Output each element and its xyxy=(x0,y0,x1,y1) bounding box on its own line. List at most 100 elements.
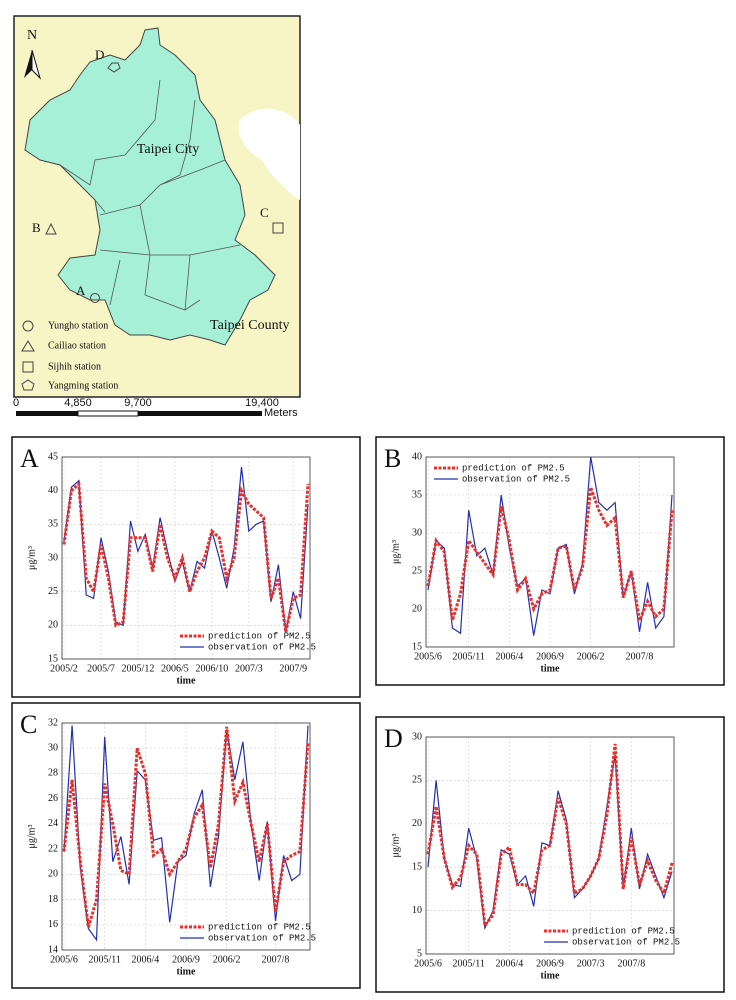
legend-label: Sijhih station xyxy=(48,361,101,372)
legend-symbol xyxy=(22,320,34,332)
y-tick-label: 32 xyxy=(48,717,58,728)
y-tick-label: 30 xyxy=(48,552,58,563)
taipei-city xyxy=(24,27,276,346)
y-tick-label: 30 xyxy=(412,527,422,538)
x-tick-label: 2006/2 xyxy=(577,651,605,662)
scale-label: 9,700 xyxy=(124,397,152,409)
plot-frame xyxy=(61,722,311,951)
site-symbol xyxy=(272,222,284,234)
y-tick-label: 15 xyxy=(412,641,422,652)
panel-label: C xyxy=(20,710,37,739)
sea xyxy=(238,108,300,200)
y-tick-label: 40 xyxy=(412,451,422,462)
x-axis-label: time xyxy=(177,675,196,686)
y-tick-label: 24 xyxy=(48,818,58,829)
scale-label: 4,850 xyxy=(64,397,92,409)
x-tick-label: 2006/5 xyxy=(161,663,189,674)
legend-label: Yangming station xyxy=(48,380,118,391)
legend-label: prediction of PM2.5 xyxy=(208,631,311,641)
y-tick-label: 20 xyxy=(412,818,422,829)
y-tick-label: 5 xyxy=(417,948,422,959)
x-tick-label: 2006/9 xyxy=(172,954,200,965)
x-tick-label: 2005/6 xyxy=(50,954,78,965)
x-tick-label: 2007/8 xyxy=(626,651,654,662)
legend-label: prediction of PM2.5 xyxy=(462,463,565,473)
x-tick-label: 2005/6 xyxy=(414,651,442,662)
y-tick-label: 25 xyxy=(412,565,422,576)
y-tick-label: 18 xyxy=(48,894,58,905)
x-tick-label: 2005/6 xyxy=(414,958,442,969)
site-symbol xyxy=(90,293,100,303)
y-tick-label: 40 xyxy=(48,485,58,496)
plot-frame xyxy=(425,736,675,955)
north-label: N xyxy=(27,28,37,43)
legend-label: prediction of PM2.5 xyxy=(208,922,311,932)
site-symbol xyxy=(107,62,121,73)
y-tick-label: 28 xyxy=(48,768,58,779)
y-tick-label: 15 xyxy=(412,861,422,872)
site-symbol xyxy=(45,222,57,235)
y-tick-label: 10 xyxy=(412,905,422,916)
district-borders xyxy=(59,79,241,311)
panel-label: A xyxy=(20,444,39,473)
x-tick-label: 2007/8 xyxy=(262,954,290,965)
series-line xyxy=(426,486,674,626)
y-tick-label: 30 xyxy=(412,731,422,742)
series-line xyxy=(62,480,310,633)
x-tick-label: 2006/2 xyxy=(213,954,241,965)
chart-panel: C 14 16 18 20 22 24 26 28 30 32 2005/6 2005/11 2006/4… xyxy=(11,702,361,989)
scale-unit: Meters xyxy=(264,407,298,419)
x-tick-label: 2007/8 xyxy=(617,958,645,969)
x-tick-label: 2006/4 xyxy=(131,954,159,965)
x-tick-label: 2007/3 xyxy=(577,958,605,969)
legend-label: Yungho station xyxy=(48,320,108,331)
series-line xyxy=(426,743,674,930)
x-axis-label: time xyxy=(541,970,560,981)
x-tick-label: 2005/12 xyxy=(122,663,155,674)
y-tick-label: 20 xyxy=(48,620,58,631)
x-axis-label: time xyxy=(541,663,560,674)
x-tick-label: 2006/10 xyxy=(195,663,228,674)
y-tick-label: 25 xyxy=(412,775,422,786)
x-tick-label: 2006/9 xyxy=(536,651,564,662)
y-axis-label: μg/m³ xyxy=(390,540,401,564)
x-tick-label: 2005/11 xyxy=(452,958,484,969)
y-tick-label: 15 xyxy=(48,653,58,664)
series-line xyxy=(62,726,310,928)
chart-panel: A 15 20 25 30 35 40 45 2005/2 2005/7 2005/12 2006/5… xyxy=(11,436,361,698)
x-tick-label: 2005/7 xyxy=(87,663,115,674)
site-label: C xyxy=(260,205,269,220)
legend-symbol xyxy=(21,340,35,352)
plot-frame xyxy=(425,456,675,648)
legend-label: observation of PM2.5 xyxy=(208,642,316,652)
y-tick-label: 14 xyxy=(48,944,58,955)
chart-panel: B 15 20 25 30 35 40 2005/6 2005/11 2006/4 2006/9 20… xyxy=(375,436,725,686)
city-label: Taipei City xyxy=(137,142,199,157)
y-tick-label: 35 xyxy=(412,489,422,500)
legend-symbol xyxy=(21,379,35,391)
scale-bar: 0 4,850 9,700 19,400 Meters xyxy=(13,397,298,419)
panel-label: B xyxy=(384,444,401,473)
site-label: D xyxy=(95,47,104,62)
y-tick-label: 26 xyxy=(48,793,58,804)
y-tick-label: 20 xyxy=(48,869,58,880)
y-tick-label: 20 xyxy=(412,603,422,614)
x-axis-label: time xyxy=(177,966,196,977)
legend-label: prediction of PM2.5 xyxy=(572,926,675,936)
y-tick-label: 16 xyxy=(48,919,58,930)
chart-panel: D 5 10 15 20 25 30 2005/6 2005/11 2006/4 2006/9 200… xyxy=(375,716,725,993)
y-axis-label: μg/m³ xyxy=(390,834,401,858)
y-tick-label: 30 xyxy=(48,743,58,754)
x-tick-label: 2007/9 xyxy=(279,663,307,674)
x-tick-label: 2006/4 xyxy=(495,958,523,969)
legend-label: Cailiao station xyxy=(48,340,106,351)
scale-label: 19,400 xyxy=(245,397,279,409)
county-label: Taipei County xyxy=(210,318,290,333)
y-tick-label: 22 xyxy=(48,843,58,854)
y-axis-label: μg/m³ xyxy=(26,546,37,570)
map: N D Taipei City B C A Taipei County Yung… xyxy=(13,15,301,419)
legend-label: observation of PM2.5 xyxy=(572,937,680,947)
x-tick-label: 2006/9 xyxy=(536,958,564,969)
series-line xyxy=(63,725,309,942)
